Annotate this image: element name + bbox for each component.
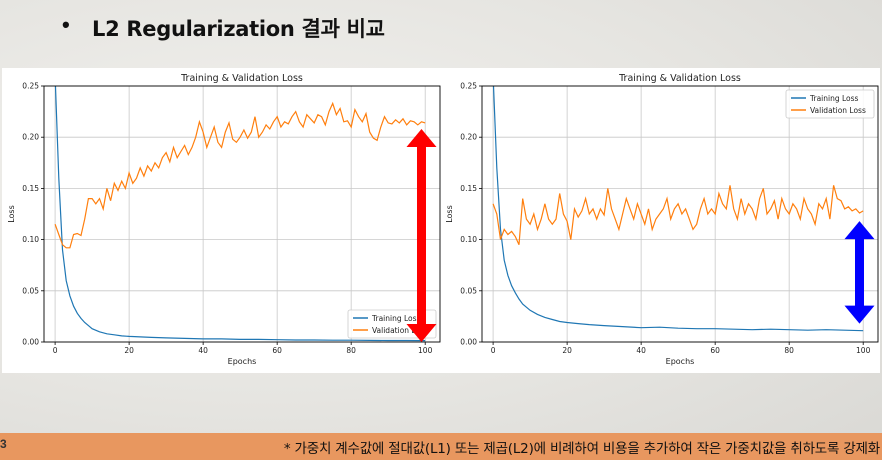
x-tick-label: 100	[418, 346, 433, 355]
double-headed-arrow	[406, 129, 437, 342]
chart-title: Training & Validation Loss	[180, 73, 303, 84]
page-number: 3	[0, 437, 7, 451]
footer-bar: 3 * 가중치 계수값에 절대값(L1) 또는 제곱(L2)에 비례하여 비용을…	[0, 433, 882, 460]
x-tick-label: 60	[272, 346, 282, 355]
x-tick-label: 100	[856, 346, 871, 355]
series-line-validation-loss	[492, 185, 864, 245]
y-tick-label: 0.15	[460, 184, 477, 193]
legend-label: Training Loss	[809, 94, 859, 103]
y-tick-label: 0.05	[22, 286, 39, 295]
plot-frame	[43, 85, 441, 343]
y-tick-label: 0.15	[22, 184, 39, 193]
x-tick-label: 80	[784, 346, 794, 355]
y-axis-label: Loss	[445, 205, 454, 223]
y-axis-label: Loss	[7, 205, 16, 223]
double-headed-arrow	[844, 221, 875, 324]
x-tick-label: 40	[636, 346, 646, 355]
slide-title: L2 Regularization 결과 비교	[92, 17, 385, 41]
loss-chart-right: Training & Validation Loss 0 20 40 60 80 100 0.…	[445, 73, 879, 366]
x-tick-label: 60	[710, 346, 720, 355]
chart-panel-left: Training & Validation Loss 0 20 40 60 80 100 0.…	[2, 68, 442, 373]
x-tick-label: 20	[124, 346, 134, 355]
x-tick-label: 0	[53, 346, 58, 355]
chart-panel-right: Training & Validation Loss 0 20 40 60 80 100 0.…	[442, 68, 880, 373]
series-line-training-loss	[492, 86, 864, 332]
y-tick-label: 0.10	[22, 235, 39, 244]
y-tick-label: 0.05	[460, 286, 477, 295]
series-line-validation-loss	[54, 101, 426, 249]
y-tick-label: 0.10	[460, 235, 477, 244]
x-axis-label: Epochs	[228, 357, 257, 366]
y-tick-label: 0.20	[460, 133, 477, 142]
y-tick-label: 0.00	[22, 338, 39, 347]
series-line-training-loss	[54, 86, 426, 342]
title-bullet: •	[62, 12, 70, 37]
legend-label: Training Loss	[371, 314, 421, 323]
x-tick-label: 40	[198, 346, 208, 355]
x-axis-label: Epochs	[666, 357, 695, 366]
x-tick-label: 20	[562, 346, 572, 355]
plot-frame	[481, 85, 879, 343]
chart-title: Training & Validation Loss	[618, 73, 741, 84]
loss-chart-left: Training & Validation Loss 0 20 40 60 80 100 0.…	[7, 73, 441, 366]
y-tick-label: 0.25	[22, 82, 39, 91]
y-tick-label: 0.20	[22, 133, 39, 142]
footer-note: * 가중치 계수값에 절대값(L1) 또는 제곱(L2)에 비례하여 비용을 추…	[283, 441, 880, 457]
y-tick-label: 0.00	[460, 338, 477, 347]
legend-label: Validation Loss	[810, 106, 866, 115]
y-tick-label: 0.25	[460, 82, 477, 91]
legend-label: Validation Loss	[372, 326, 428, 335]
x-tick-label: 0	[491, 346, 496, 355]
legend-box	[785, 89, 875, 119]
x-tick-label: 80	[346, 346, 356, 355]
